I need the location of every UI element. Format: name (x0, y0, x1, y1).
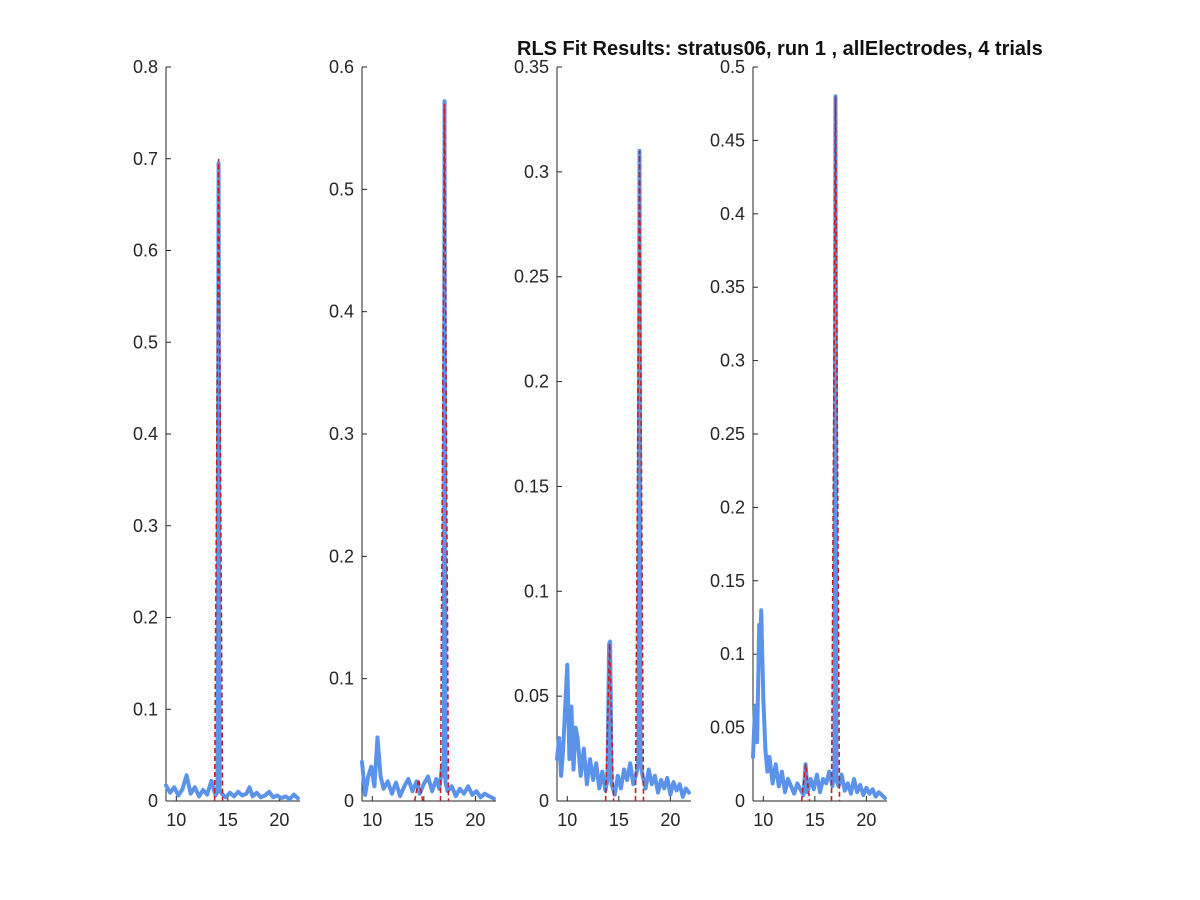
y-tick-label: 0.3 (720, 351, 745, 371)
y-tick-label: 0.05 (514, 686, 549, 706)
y-tick-label: 0.2 (133, 608, 158, 628)
y-tick-label: 0.25 (710, 424, 745, 444)
fit-peak-line (830, 96, 841, 802)
x-tick-label: 15 (218, 810, 238, 830)
measured-spectrum-line (164, 161, 300, 802)
y-tick-label: 0.1 (329, 669, 354, 689)
y-tick-label: 0 (735, 791, 745, 811)
subplot-4: 0 0.05 0.1 0.15 0.2 0.25 0.3 0.35 0.4 0.45 0.5 10 15… (710, 57, 887, 830)
y-tick-label: 0.2 (720, 497, 745, 517)
y-tick-label: 0.5 (720, 57, 745, 77)
y-tick-label: 0.6 (133, 241, 158, 261)
y-tick-label: 0.35 (710, 277, 745, 297)
figure-title: RLS Fit Results: stratus06, run 1 , allE… (517, 38, 1043, 60)
y-tick-label: 0.5 (133, 332, 158, 352)
subplot-3: 0 0.05 0.1 0.15 0.2 0.25 0.3 0.35 10 15 20 (514, 57, 691, 830)
y-tick-label: 0.5 (329, 179, 354, 199)
y-tick-label: 0.4 (133, 424, 158, 444)
y-tick-label: 0.3 (133, 516, 158, 536)
y-tick-label: 0.15 (514, 476, 549, 496)
y-tick-label: 0.15 (710, 571, 745, 591)
x-tick-label: 15 (609, 810, 629, 830)
x-tick-label: 15 (805, 810, 825, 830)
y-tick-label: 0.3 (329, 424, 354, 444)
x-tick-label: 10 (166, 810, 186, 830)
y-tick-label: 0.6 (329, 57, 354, 77)
y-tick-label: 0.1 (133, 699, 158, 719)
y-tick-label: 0.2 (524, 372, 549, 392)
y-tick-label: 0 (148, 791, 158, 811)
y-tick-label: 0.1 (720, 644, 745, 664)
x-tick-label: 20 (856, 810, 876, 830)
measured-spectrum-line (360, 99, 496, 801)
y-tick-label: 0.05 (710, 718, 745, 738)
y-tick-label: 0.4 (720, 204, 745, 224)
subplot-1: 0 0.1 0.2 0.3 0.4 0.5 0.6 0.7 0.8 10 15 20 (133, 57, 300, 830)
subplot-2: 0 0.1 0.2 0.3 0.4 0.5 0.6 10 15 20 (329, 57, 496, 830)
x-tick-label: 10 (557, 810, 577, 830)
x-tick-label: 20 (465, 810, 485, 830)
measured-spectrum-line (555, 148, 691, 799)
fit-peak-line (800, 764, 811, 802)
x-tick-label: 15 (414, 810, 434, 830)
y-tick-label: 0.35 (514, 57, 549, 77)
y-tick-label: 0.7 (133, 149, 158, 169)
y-tick-label: 0.4 (329, 302, 354, 322)
fit-peak-line (604, 643, 615, 802)
y-tick-label: 0.8 (133, 57, 158, 77)
y-tick-label: 0.2 (329, 546, 354, 566)
y-tick-label: 0.1 (524, 581, 549, 601)
y-tick-label: 0.3 (524, 162, 549, 182)
x-tick-label: 20 (660, 810, 680, 830)
y-tick-label: 0.25 (514, 267, 549, 287)
x-tick-label: 20 (269, 810, 289, 830)
measured-spectrum-line (751, 94, 887, 801)
fit-peak-line (634, 150, 645, 802)
fit-peak-line (439, 103, 450, 802)
y-tick-label: 0 (344, 791, 354, 811)
x-tick-label: 10 (362, 810, 382, 830)
x-tick-label: 10 (753, 810, 773, 830)
fit-peak-line (213, 158, 224, 802)
y-tick-label: 0.45 (710, 130, 745, 150)
y-tick-label: 0 (539, 791, 549, 811)
